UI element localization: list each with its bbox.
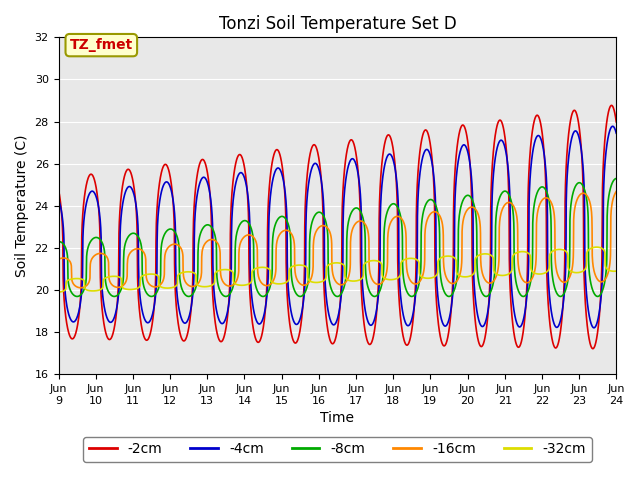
-32cm <box>593 244 600 250</box>
Line: -4cm: -4cm <box>58 126 616 328</box>
-16cm <box>612 189 620 194</box>
-32cm <box>541 270 549 276</box>
-16cm <box>541 195 549 201</box>
-2cm <box>54 187 62 192</box>
-8cm <box>602 275 609 280</box>
-8cm <box>293 291 301 297</box>
Text: TZ_fmet: TZ_fmet <box>70 38 133 52</box>
-32cm <box>54 289 62 295</box>
-16cm <box>602 276 609 282</box>
-4cm <box>292 322 300 327</box>
-16cm <box>77 285 84 291</box>
-4cm <box>152 296 159 301</box>
-32cm <box>118 284 126 290</box>
-4cm <box>612 130 620 136</box>
-2cm <box>541 168 549 174</box>
Line: -8cm: -8cm <box>58 179 616 297</box>
Legend: -2cm, -4cm, -8cm, -16cm, -32cm: -2cm, -4cm, -8cm, -16cm, -32cm <box>83 437 591 462</box>
-32cm <box>269 279 276 285</box>
-2cm <box>269 158 276 164</box>
-8cm <box>541 187 549 192</box>
-4cm <box>541 160 549 166</box>
-16cm <box>152 284 159 290</box>
-2cm <box>602 130 609 136</box>
-2cm <box>292 339 300 345</box>
-32cm <box>152 272 159 277</box>
-2cm <box>118 186 126 192</box>
Y-axis label: Soil Temperature (C): Soil Temperature (C) <box>15 134 29 277</box>
-2cm <box>608 103 616 108</box>
-16cm <box>118 283 126 289</box>
-8cm <box>152 291 159 297</box>
-8cm <box>54 239 62 244</box>
-8cm <box>118 283 126 288</box>
-4cm <box>590 325 598 331</box>
Line: -32cm: -32cm <box>58 247 616 292</box>
-8cm <box>269 238 276 244</box>
Line: -2cm: -2cm <box>58 106 616 348</box>
-4cm <box>54 197 62 203</box>
-2cm <box>589 346 596 351</box>
-32cm <box>602 264 609 269</box>
-16cm <box>269 279 276 285</box>
-4cm <box>602 155 609 160</box>
-16cm <box>293 276 301 282</box>
-8cm <box>612 176 620 181</box>
-8cm <box>74 294 81 300</box>
-2cm <box>612 119 620 125</box>
-32cm <box>612 268 620 274</box>
-32cm <box>292 263 300 268</box>
-4cm <box>269 179 276 185</box>
X-axis label: Time: Time <box>321 411 355 425</box>
-2cm <box>152 288 159 293</box>
-4cm <box>609 123 616 129</box>
-16cm <box>54 256 62 262</box>
-4cm <box>118 204 126 210</box>
Title: Tonzi Soil Temperature Set D: Tonzi Soil Temperature Set D <box>218 15 456 33</box>
Line: -16cm: -16cm <box>58 192 616 288</box>
